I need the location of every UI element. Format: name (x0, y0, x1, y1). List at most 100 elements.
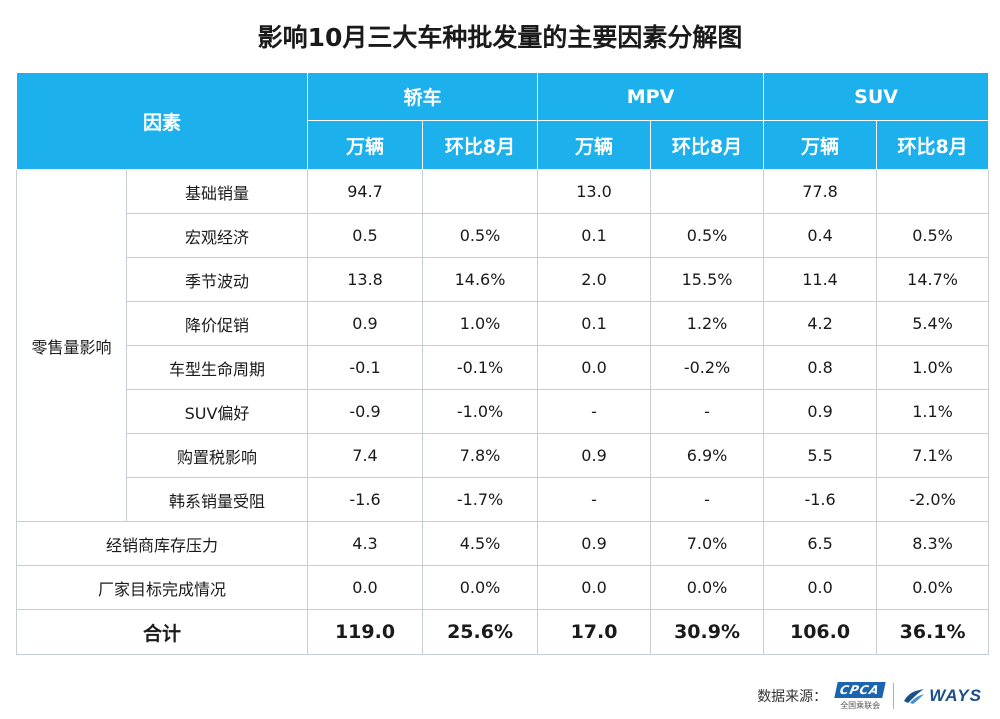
group-header-sedan: 轿车 (307, 72, 539, 121)
cpca-logo-subtitle: 全国乘联会 (840, 700, 881, 710)
value-cell: -0.2% (650, 345, 765, 390)
value-cell: 14.6% (422, 257, 539, 302)
total-value-cell: 106.0 (763, 609, 878, 655)
total-value-cell: 25.6% (422, 609, 539, 655)
ways-wave-icon (904, 689, 925, 704)
value-cell: 7.0% (650, 521, 765, 566)
value-cell: 1.1% (876, 389, 990, 434)
value-cell: 0.4 (763, 213, 878, 258)
value-cell: 4.2 (763, 301, 878, 346)
value-cell: 1.0% (876, 345, 990, 390)
factor-label: 降价促销 (125, 301, 309, 346)
table-row: 购置税影响 7.4 7.8% 0.9 6.9% 5.5 7.1% (17, 433, 990, 478)
value-cell: - (650, 477, 765, 522)
value-cell: 11.4 (763, 257, 878, 302)
value-cell: 15.5% (650, 257, 765, 302)
value-cell: 4.5% (422, 521, 539, 566)
value-cell: 1.0% (422, 301, 539, 346)
factor-label: 购置税影响 (125, 433, 309, 478)
sub-header: 环比8月 (422, 120, 539, 170)
value-cell (650, 169, 765, 214)
value-cell: 0.0% (876, 565, 990, 610)
table-row: 宏观经济 0.5 0.5% 0.1 0.5% 0.4 0.5% (17, 213, 990, 258)
value-cell: 4.3 (307, 521, 424, 566)
table-row: 降价促销 0.9 1.0% 0.1 1.2% 4.2 5.4% (17, 301, 990, 346)
value-cell: 5.5 (763, 433, 878, 478)
total-value-cell: 36.1% (876, 609, 990, 655)
sub-header: 万辆 (307, 120, 424, 170)
value-cell: - (537, 477, 652, 522)
value-cell: -2.0% (876, 477, 990, 522)
value-cell: -0.9 (307, 389, 424, 434)
value-cell: 0.5% (650, 213, 765, 258)
value-cell: 0.5% (422, 213, 539, 258)
value-cell: -0.1 (307, 345, 424, 390)
value-cell: -1.7% (422, 477, 539, 522)
value-cell: 94.7 (307, 169, 424, 214)
value-cell: 0.9 (537, 433, 652, 478)
sub-header: 万辆 (537, 120, 652, 170)
factor-label: 厂家目标完成情况 (15, 565, 309, 610)
table-row: 零售量影响 基础销量 94.7 13.0 77.8 (16, 169, 990, 522)
sub-header: 环比8月 (650, 120, 765, 170)
table-row: 季节波动 13.8 14.6% 2.0 15.5% 11.4 14.7% (17, 257, 990, 302)
value-cell: 6.5 (763, 521, 878, 566)
value-cell: -1.0% (422, 389, 539, 434)
footer-divider (893, 683, 895, 709)
table-row: 经销商库存压力 4.3 4.5% 0.9 7.0% 6.5 8.3% (15, 521, 990, 566)
value-cell: 0.5% (876, 213, 990, 258)
ways-logo-text: WAYS (929, 686, 982, 705)
cpca-logo: CPCA 全国乘联会 (834, 681, 886, 711)
value-cell: 0.0 (537, 565, 652, 610)
sub-header: 环比8月 (876, 120, 990, 170)
value-cell: 7.4 (307, 433, 424, 478)
total-value-cell: 119.0 (307, 609, 424, 655)
value-cell: 7.8% (422, 433, 539, 478)
value-cell: 0.9 (307, 301, 424, 346)
value-cell: 0.8 (763, 345, 878, 390)
cpca-logo-mark: CPCA (834, 681, 886, 698)
value-cell: 0.9 (537, 521, 652, 566)
retail-group-label: 零售量影响 (16, 169, 127, 522)
value-cell: 1.2% (650, 301, 765, 346)
value-cell (422, 169, 539, 214)
value-cell: 13.0 (537, 169, 652, 214)
factor-table: 因素 轿车 MPV SUV 万辆 环比8月 万辆 环比8月 万辆 环比8月 零售… (15, 72, 990, 655)
value-cell: -0.1% (422, 345, 539, 390)
page-title: 影响10月三大车种批发量的主要因素分解图 (257, 23, 743, 52)
value-cell: 14.7% (876, 257, 990, 302)
source-label: 数据来源： (757, 689, 828, 705)
factor-label: 季节波动 (125, 257, 309, 302)
value-cell: 6.9% (650, 433, 765, 478)
ways-logo: WAYS (902, 686, 982, 706)
value-cell: 0.1 (537, 301, 652, 346)
value-cell: 0.0 (763, 565, 878, 610)
sub-header: 万辆 (763, 120, 878, 170)
factor-label: SUV偏好 (125, 389, 309, 434)
table-row: 厂家目标完成情况 0.0 0.0% 0.0 0.0% 0.0 0.0% (15, 565, 990, 610)
table-row: SUV偏好 -0.9 -1.0% - -0.9 1.1% (17, 389, 990, 434)
value-cell: 7.1% (876, 433, 990, 478)
value-cell: - (650, 389, 765, 434)
factor-label: 基础销量 (125, 169, 309, 214)
value-cell: -1.6 (763, 477, 878, 522)
total-value-cell: 30.9% (650, 609, 765, 655)
value-cell: 77.8 (763, 169, 878, 214)
factor-header: 因素 (15, 72, 309, 170)
group-header-suv: SUV (763, 72, 990, 121)
value-cell (876, 169, 990, 214)
factor-label: 韩系销量受阻 (125, 477, 309, 522)
value-cell: 0.0% (422, 565, 539, 610)
total-row: 合计 119.0 25.6% 17.0 30.9% 106.0 36.1% (15, 609, 990, 655)
value-cell: 0.0 (307, 565, 424, 610)
table-row: 韩系销量受阻 -1.6 -1.7% - - -1.6 -2.0% (17, 477, 990, 522)
factor-label: 宏观经济 (125, 213, 309, 258)
footer: 数据来源： CPCA 全国乘联会 WAYS (757, 680, 982, 712)
total-label: 合计 (15, 609, 309, 655)
value-cell: 8.3% (876, 521, 990, 566)
value-cell: 5.4% (876, 301, 990, 346)
value-cell: 0.1 (537, 213, 652, 258)
value-cell: - (537, 389, 652, 434)
total-value-cell: 17.0 (537, 609, 652, 655)
value-cell: 0.5 (307, 213, 424, 258)
